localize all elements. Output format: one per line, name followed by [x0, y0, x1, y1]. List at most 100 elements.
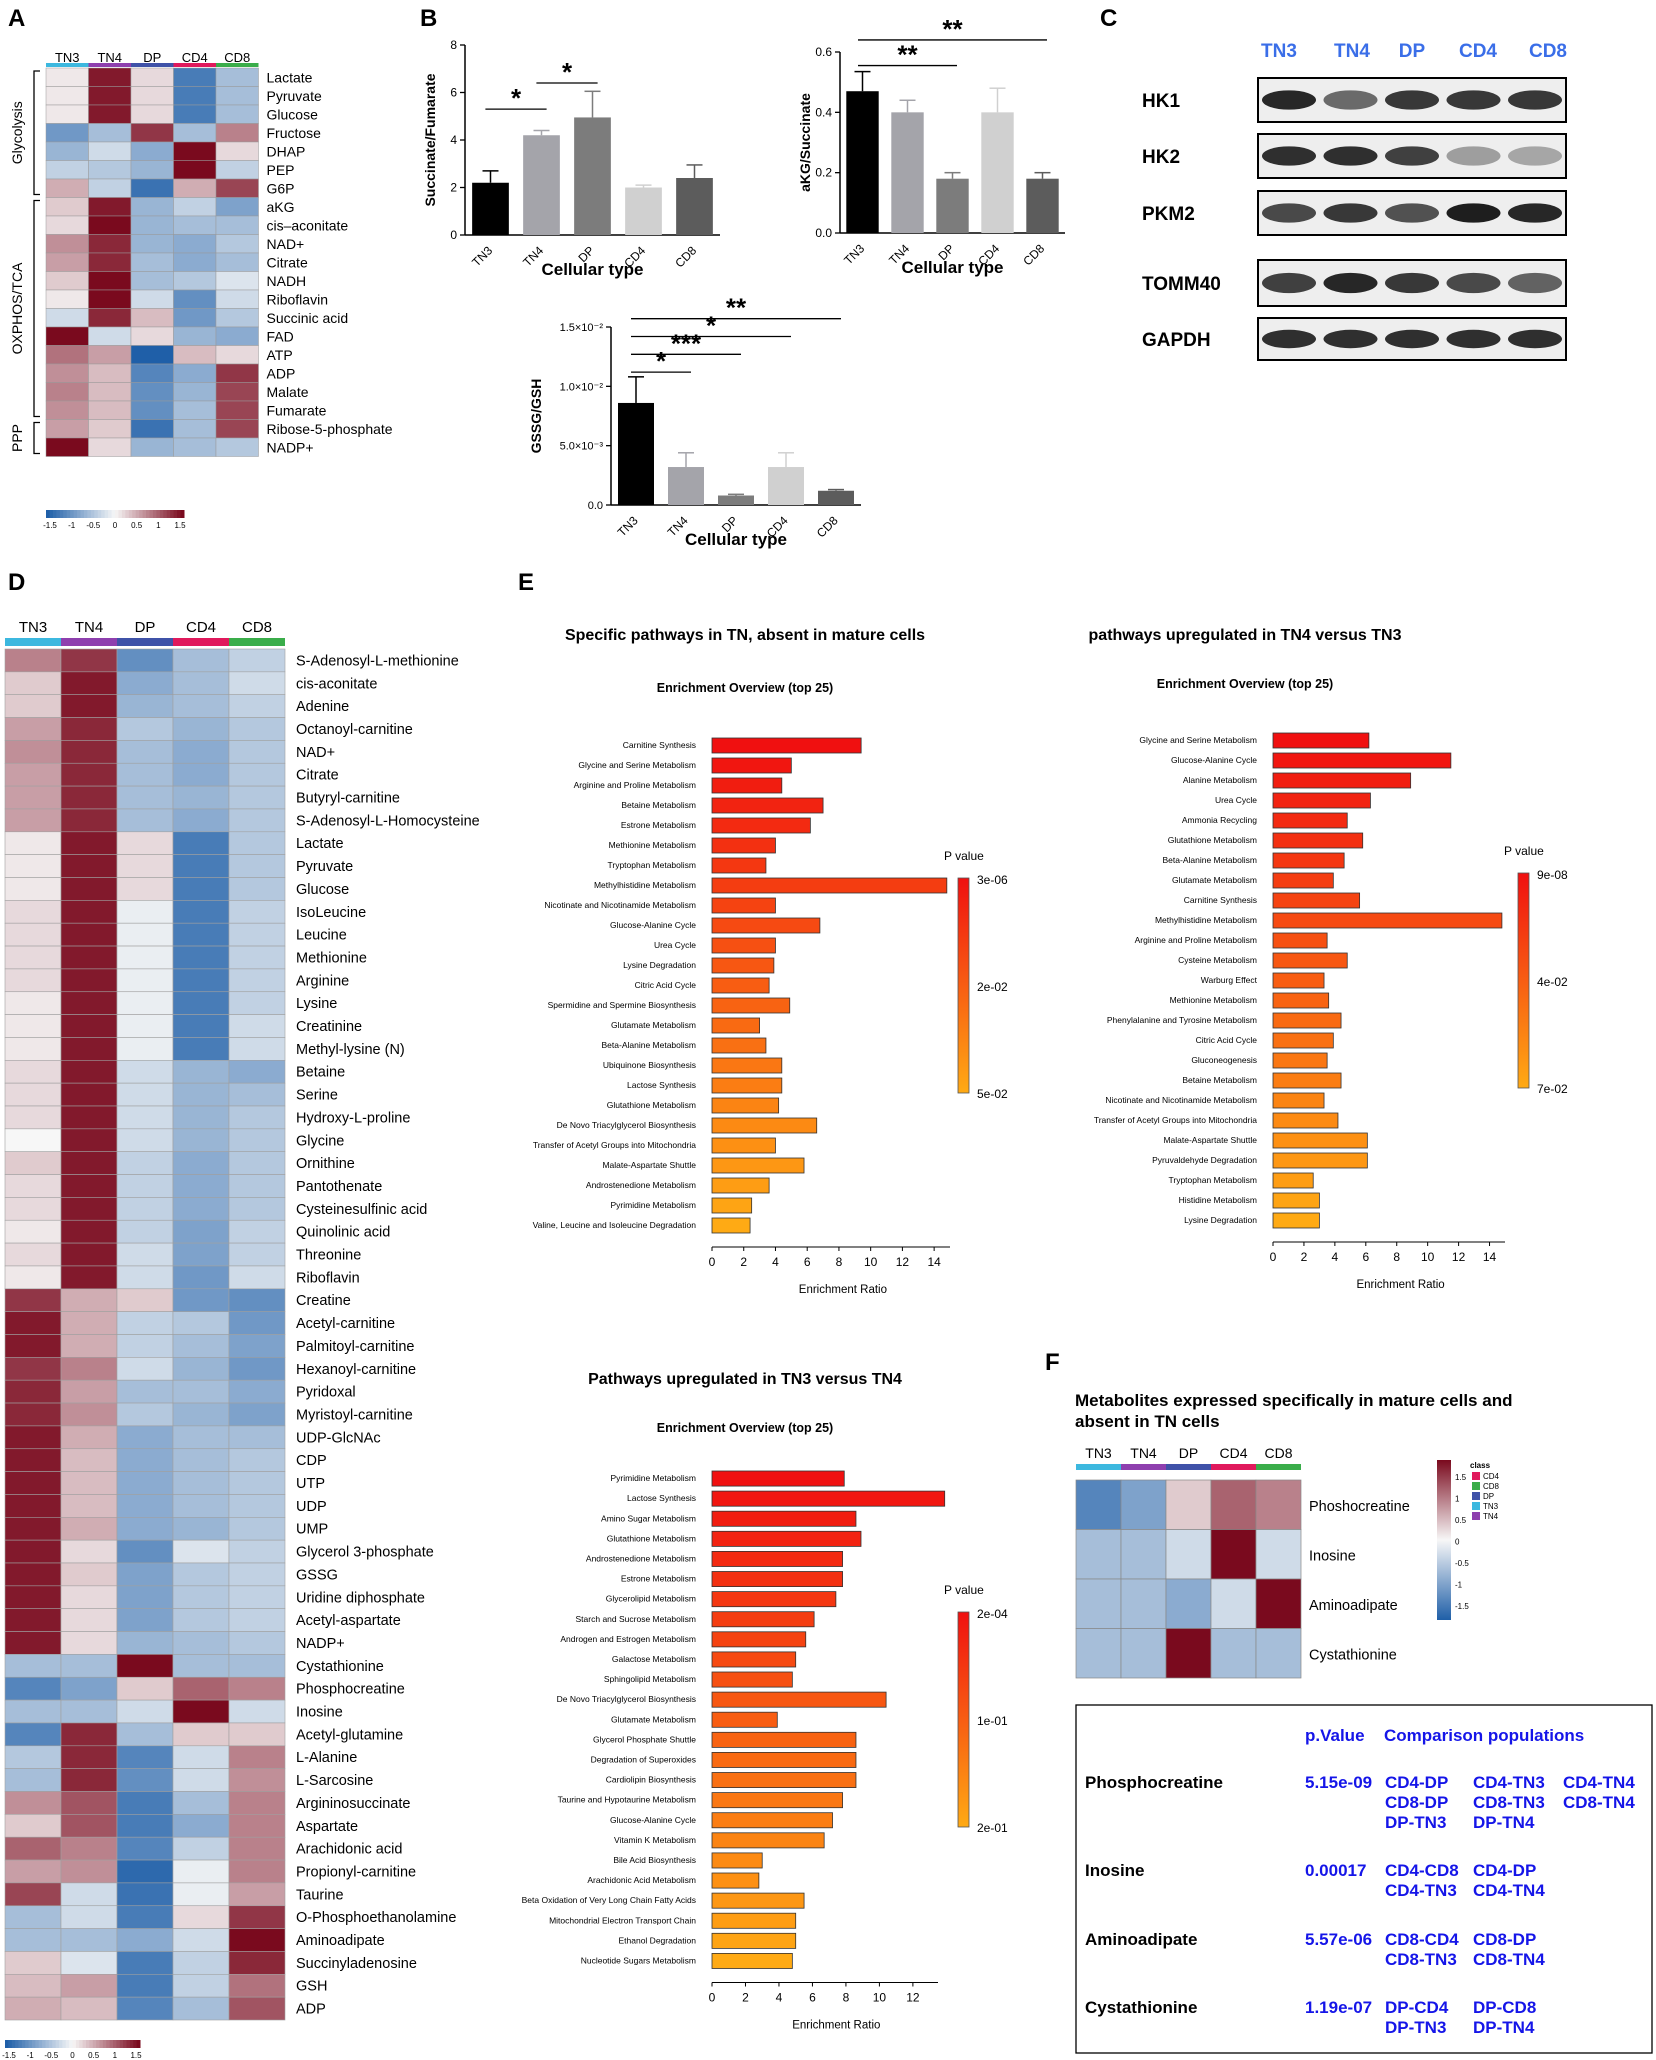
heatmap-a-cell: [45, 86, 89, 106]
pathway-label: Lactose Synthesis: [627, 1493, 696, 1503]
heatmap-d-row-label: S-Adenosyl-L-methionine: [296, 653, 459, 669]
heatmap-d-cell: [60, 1357, 118, 1381]
heatmap-d-cell: [60, 831, 118, 855]
heatmap-d-row-label: Aspartate: [296, 1819, 358, 1835]
heatmap-a-cell: [173, 215, 217, 235]
heatmap-d-cell: [172, 1631, 230, 1655]
pvalue-legend-tick: 3e-06: [977, 873, 1008, 887]
blot-band: [1508, 90, 1562, 110]
heatmap-a-cell: [45, 160, 89, 180]
heatmap-d-cell: [228, 945, 286, 970]
table-pvalue: 5.57e-06: [1305, 1930, 1372, 1949]
heatmap-a-cell: [88, 345, 132, 365]
enrichment-bar: [711, 817, 811, 834]
heatmap-d-row-label: Arginine: [296, 973, 349, 989]
heatmap-a-cell: [130, 382, 174, 402]
heatmap-d-cell: [172, 694, 230, 718]
heatmap-d-cell: [60, 1882, 118, 1907]
heatmap-d-cell: [172, 1082, 230, 1107]
heatmap-d-row-label: Betaine: [296, 1065, 345, 1081]
legend-a-swatch: [125, 510, 130, 518]
enrichment-bar: [1272, 852, 1345, 869]
heatmap-d-cell: [172, 1699, 230, 1724]
heatmap-d-cell: [116, 1060, 174, 1084]
heatmap-d-row-label: Acetyl-carnitine: [296, 1316, 395, 1332]
heatmap-f-cell: [1255, 1578, 1302, 1629]
legend-d-swatch: [136, 2040, 141, 2048]
heatmap-a-cell: [173, 400, 217, 420]
heatmap-a-group-label: PPP: [9, 424, 25, 452]
heatmap-a-class-bar: [216, 63, 259, 67]
heatmap-d-cell: [228, 1174, 286, 1198]
heatmap-d-cell: [60, 1402, 118, 1427]
enrichment-title: pathways upregulated in TN4 versus TN3: [1089, 627, 1402, 644]
pathway-label: Cysteine Metabolism: [1178, 955, 1257, 965]
legend-d-swatch: [18, 2040, 23, 2048]
pvalue-legend-bar: [957, 877, 970, 1094]
heatmap-d-cell: [4, 1928, 62, 1952]
heatmap-d-cell: [60, 1905, 118, 1929]
enrichment-bar: [711, 1651, 797, 1668]
heatmap-f-row-label: Phoshocreatine: [1309, 1499, 1410, 1515]
significance-stars: *: [511, 83, 522, 113]
heatmap-d-cell: [172, 1334, 230, 1358]
heatmap-d-cell: [116, 1791, 174, 1815]
heatmap-d-cell: [4, 1699, 62, 1724]
legend-a-swatch: [66, 510, 71, 518]
bar: [523, 135, 560, 235]
heatmap-d-cell: [4, 1631, 62, 1655]
heatmap-a-cell: [173, 178, 217, 198]
x-tick-label: 2: [1301, 1250, 1308, 1264]
heatmap-a-group-label: Glycolysis: [9, 101, 25, 164]
x-tick-label: TN3: [469, 243, 495, 269]
heatmap-d-cell: [116, 1631, 174, 1655]
legend-a-swatch: [59, 510, 64, 518]
heatmap-a-row-label: NADH: [267, 273, 307, 289]
heatmap-a-cell: [215, 382, 259, 402]
heatmap-a-cell: [88, 437, 132, 457]
heatmap-d-cell: [4, 1585, 62, 1609]
pathway-label: Arginine and Proline Metabolism: [1135, 935, 1257, 945]
table-comparison: DP-TN4: [1473, 2018, 1535, 2037]
heatmap-d-cell: [4, 648, 62, 673]
table-pvalue: 1.19e-07: [1305, 1998, 1372, 2017]
legend-a-swatch: [80, 510, 85, 518]
heatmap-d-cell: [172, 1151, 230, 1175]
legend-d-tick: 0.5: [88, 2051, 100, 2060]
legend-a-swatch: [90, 510, 95, 518]
heatmap-a-cell: [45, 141, 89, 161]
panel-f-title-line2: absent in TN cells: [1075, 1412, 1220, 1431]
heatmap-a-cell: [215, 215, 259, 235]
x-tick-label: 10: [1421, 1250, 1435, 1264]
heatmap-d-cell: [172, 1654, 230, 1678]
pathway-label: Cardiolipin Biosynthesis: [606, 1775, 696, 1785]
pathway-label: Sphingolipid Metabolism: [604, 1674, 696, 1684]
heatmap-d-row-label: Quinolinic acid: [296, 1225, 390, 1241]
bar: [936, 178, 969, 233]
heatmap-d-cell: [116, 1014, 174, 1038]
enrichment-bar: [711, 1711, 778, 1728]
legend-a-swatch: [128, 510, 133, 518]
x-axis-title: Cellular type: [901, 258, 1003, 277]
heatmap-d-cell: [60, 1585, 118, 1609]
bar: [818, 490, 854, 505]
table-pvalue: 5.15e-09: [1305, 1773, 1372, 1792]
heatmap-d-cell: [228, 694, 286, 718]
heatmap-d-row-label: Pantothenate: [296, 1179, 382, 1195]
enrichment-bar: [1272, 1052, 1328, 1069]
heatmap-a-cell: [173, 308, 217, 328]
heatmap-d-cell: [60, 1608, 118, 1632]
heatmap-d-cell: [172, 1882, 230, 1907]
legend-d-swatch: [82, 2040, 87, 2048]
heatmap-a-cell: [173, 382, 217, 402]
pathway-label: Betaine Metabolism: [1182, 1075, 1257, 1085]
pathway-label: Betaine Metabolism: [621, 800, 696, 810]
heatmap-d-cell: [172, 1265, 230, 1290]
heatmap-a-cell: [130, 419, 174, 439]
enrichment-bar: [711, 1197, 753, 1214]
heatmap-f-legend-tick: -1: [1455, 1581, 1463, 1590]
x-tick-label: 12: [896, 1255, 910, 1269]
heatmap-a-cell: [45, 123, 89, 143]
heatmap-d-cell: [228, 1859, 286, 1884]
legend-a-tick: 1.5: [174, 521, 186, 530]
